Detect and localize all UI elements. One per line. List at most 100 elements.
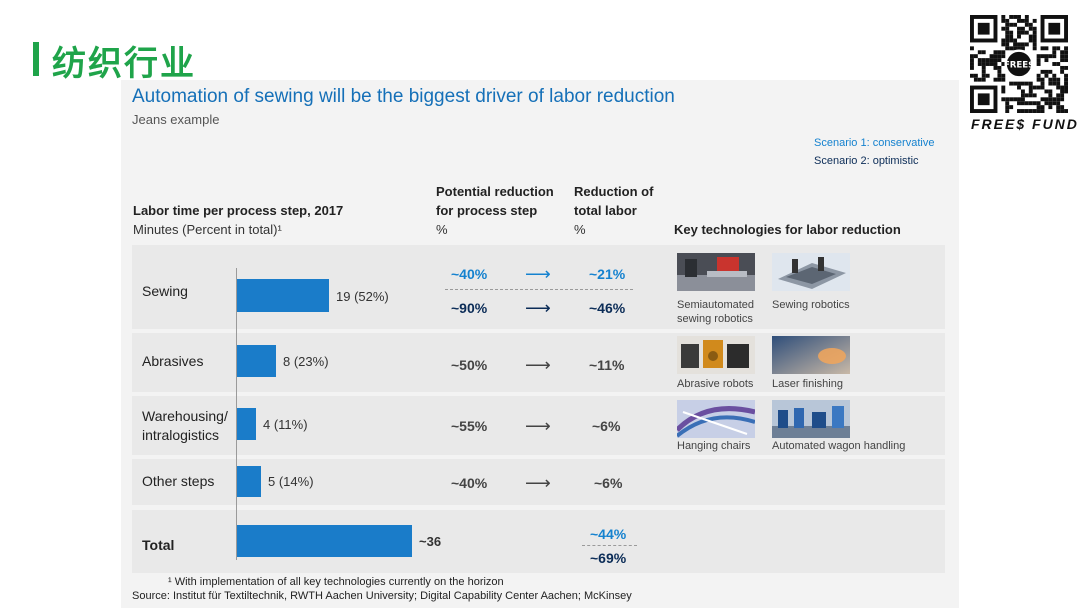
qr-module [973, 73, 978, 78]
qr-module [1040, 109, 1045, 113]
qr-module [1001, 97, 1006, 102]
qr-module [1024, 81, 1029, 86]
qr-module [1052, 50, 1057, 55]
warehousing-total: ~6% [592, 418, 621, 434]
bar-sewing [237, 279, 329, 312]
qr-module [981, 69, 986, 74]
qr-module [1017, 42, 1021, 47]
qr-module [1060, 54, 1065, 59]
qr-module [1044, 89, 1049, 94]
qr-module [1056, 85, 1061, 90]
qr-module [1020, 109, 1025, 113]
qr-module [1032, 93, 1037, 98]
qr-module [1028, 26, 1033, 31]
bar-value-label: 8 (23%) [283, 354, 329, 369]
qr-module [1060, 69, 1065, 74]
qr-module [981, 77, 986, 82]
qr-module [997, 58, 1002, 63]
qr-module [1013, 97, 1018, 102]
total-scenario1: ~44% [590, 526, 627, 542]
qr-module [1052, 73, 1057, 78]
sewing-potential-scenario2: ~90% [451, 300, 488, 316]
qr-module [970, 54, 974, 59]
qr-module [1060, 89, 1065, 94]
qr-module [1032, 38, 1037, 43]
qr-module [1024, 109, 1029, 113]
qr-module [1020, 18, 1025, 23]
qr-module [1013, 81, 1018, 86]
qr-module [1044, 97, 1049, 102]
row-other [132, 459, 945, 505]
qr-module [1017, 26, 1021, 31]
qr-module [1040, 54, 1045, 59]
qr-module [1017, 109, 1021, 113]
qr-module [1060, 65, 1065, 70]
qr-module [1024, 22, 1029, 27]
qr-module [993, 62, 998, 66]
qr-module [997, 65, 1002, 70]
qr-module [1040, 97, 1045, 102]
bar-total [237, 525, 412, 557]
qr-module [1032, 46, 1037, 51]
qr-module [1064, 109, 1068, 113]
qr-module [985, 73, 990, 78]
qr-module [981, 58, 986, 63]
qr-module [1009, 22, 1014, 27]
bar-value-label-total: ~36 [419, 534, 442, 549]
qr-module [1020, 46, 1025, 51]
scenario-divider [582, 545, 637, 546]
qr-module [1028, 85, 1033, 90]
qr-code-icon: FREE$ [970, 15, 1068, 113]
other-potential: ~40% [451, 475, 488, 491]
sewing-total-scenario1: ~21% [589, 266, 626, 282]
qr-module [1056, 101, 1061, 106]
qr-module [1001, 89, 1006, 94]
qr-module [989, 58, 994, 63]
qr-module [997, 69, 1002, 74]
qr-module [1009, 46, 1014, 51]
qr-module [1048, 81, 1053, 86]
qr-module [1064, 77, 1068, 82]
qr-module [1036, 58, 1041, 63]
qr-module [1013, 46, 1018, 51]
qr-module [1017, 101, 1021, 106]
qr-module [1005, 22, 1010, 27]
arrow-right-icon: ⟶ [525, 473, 551, 493]
category-label: Sewing [142, 283, 188, 299]
total-scenario2: ~69% [590, 550, 627, 566]
qr-module [1017, 81, 1021, 86]
qr-module [985, 58, 990, 63]
qr-module [1028, 81, 1033, 86]
qr-module [981, 62, 986, 66]
qr-module [1040, 69, 1045, 74]
qr-module [1044, 46, 1049, 51]
qr-module [981, 50, 986, 55]
qr-module [1001, 54, 1006, 59]
qr-module [1032, 109, 1037, 113]
qr-module [1056, 62, 1061, 66]
qr-module [1005, 26, 1010, 31]
qr-module [997, 77, 1002, 82]
automated-wagon-handling-image [772, 400, 850, 438]
qr-module [1009, 81, 1014, 86]
qr-module [1064, 65, 1068, 70]
qr-module [1024, 18, 1029, 23]
qr-module [997, 50, 1002, 55]
qr-module [1056, 81, 1061, 86]
qr-module [1052, 97, 1057, 102]
arrow-right-icon: ⟶ [525, 416, 551, 436]
qr-module [1048, 97, 1053, 102]
qr-module [1060, 109, 1065, 113]
arrow-right-icon: ⟶ [525, 355, 551, 375]
qr-module [1048, 77, 1053, 82]
qr-module [993, 77, 998, 82]
qr-module [1020, 101, 1025, 106]
qr-module [1056, 93, 1061, 98]
warehousing-potential: ~55% [451, 418, 488, 434]
qr-badge-text: FREE$ [1004, 61, 1034, 71]
tech-header: Key technologies for labor reduction [674, 222, 901, 237]
qr-module [1044, 69, 1049, 74]
qr-module [1028, 34, 1033, 39]
qr-module [1064, 85, 1068, 90]
qr-module [1020, 26, 1025, 31]
